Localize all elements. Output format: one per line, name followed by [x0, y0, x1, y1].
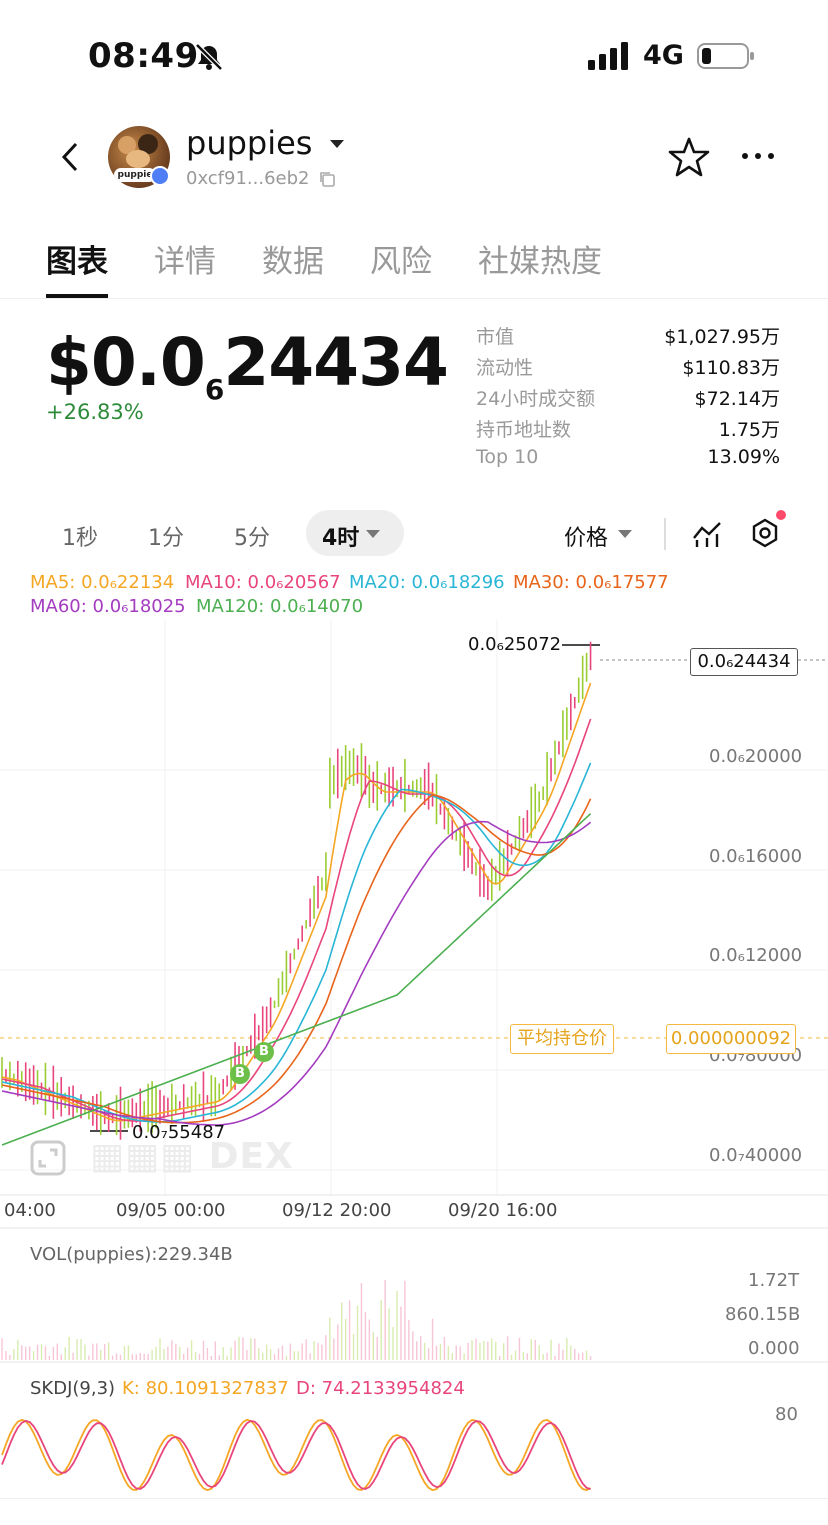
- ma-line: [1, 813, 592, 1146]
- ma60-label: MA60: 0.0₆18025: [30, 596, 186, 617]
- more-icon[interactable]: [740, 150, 776, 162]
- price-mode-dropdown[interactable]: 价格: [564, 526, 609, 551]
- token-name[interactable]: puppies: [186, 124, 313, 162]
- bottom-safe-area: [0, 1498, 828, 1525]
- ma120-label: MA120: 0.0₆14070: [196, 596, 364, 617]
- volume-tick-low: 0.000: [748, 1338, 800, 1359]
- divider: [0, 298, 828, 299]
- stat-label-liquidity: 流动性: [476, 357, 534, 379]
- price-mode-caret-icon[interactable]: [618, 530, 632, 538]
- ma10-label: MA10: 0.0₆20567: [185, 572, 341, 593]
- timeframe-dropdown-icon[interactable]: [366, 530, 380, 538]
- x-tick-2: 09/05 00:00: [116, 1200, 226, 1221]
- y-tick-3: 0.0₆12000: [709, 945, 803, 966]
- kdj-tick: 80: [775, 1404, 798, 1425]
- candles: [1, 641, 592, 1140]
- volume-tick-high: 1.72T: [748, 1270, 800, 1291]
- stat-value-top10: 13.09%: [707, 446, 780, 468]
- volume-tick-mid: 860.15B: [725, 1304, 801, 1325]
- buy-marker[interactable]: B: [230, 1064, 250, 1084]
- stat-value-volume24h: $72.14万: [694, 388, 780, 410]
- stat-value-liquidity: $110.83万: [682, 357, 780, 379]
- token-dropdown-icon[interactable]: [330, 140, 344, 148]
- stat-value-mcap: $1,027.95万: [664, 326, 780, 348]
- y-tick-1: 0.0₆20000: [709, 746, 803, 767]
- battery-icon: [697, 43, 754, 69]
- avatar-label: puppie: [114, 168, 156, 182]
- volume-bars: [1, 1280, 592, 1360]
- tab-details[interactable]: 详情: [154, 244, 216, 280]
- tab-data[interactable]: 数据: [262, 244, 324, 280]
- ma-line: [1, 820, 592, 1126]
- expand-icon[interactable]: [30, 1140, 70, 1176]
- ma5-label: MA5: 0.0₆22134: [30, 572, 175, 593]
- current-price: $0.0624434: [46, 324, 449, 407]
- stat-label-mcap: 市值: [476, 326, 515, 348]
- ma-line: [1, 762, 592, 1123]
- star-icon[interactable]: [668, 136, 710, 178]
- timeframe-4h[interactable]: 4时: [322, 526, 360, 551]
- ma-lines: [1, 682, 592, 1146]
- status-time: 08:49: [88, 36, 199, 76]
- avg-hold-value: 0.000000092: [666, 1024, 796, 1054]
- stat-label-holders: 持币地址数: [476, 419, 572, 441]
- ma30-label: MA30: 0.0₆17577: [513, 572, 669, 593]
- kdj-lines: [1, 1418, 592, 1492]
- okx-dex-watermark: ▦▦▦ DEX: [90, 1136, 294, 1177]
- ma20-label: MA20: 0.0₆18296: [349, 572, 505, 593]
- copy-icon[interactable]: [318, 170, 336, 188]
- y-tick-5: 0.0₇40000: [709, 1145, 803, 1166]
- price-change: +26.83%: [46, 400, 144, 424]
- chart-grid: [0, 620, 828, 1500]
- high-price-label: 0.0₆25072: [468, 634, 562, 655]
- low-price-label: 0.0₇55487: [132, 1122, 226, 1143]
- tab-underline: [46, 294, 108, 298]
- avg-hold-label: 平均持仓价: [510, 1024, 614, 1054]
- tab-social[interactable]: 社媒热度: [478, 244, 602, 280]
- kdj-name: SKDJ(9,3): [30, 1378, 116, 1399]
- kdj-d-line: [1, 1419, 591, 1490]
- timeframe-1m[interactable]: 1分: [148, 526, 184, 551]
- indicator-icon[interactable]: [692, 520, 722, 548]
- y-tick-2: 0.0₆16000: [709, 846, 803, 867]
- x-tick-4: 09/20 16:00: [448, 1200, 558, 1221]
- signal-icon: [588, 42, 628, 70]
- tab-chart[interactable]: 图表: [46, 244, 108, 280]
- notification-dot: [776, 510, 786, 520]
- ma-line: [1, 718, 592, 1122]
- stat-label-top10: Top 10: [476, 446, 539, 468]
- timeframe-5m[interactable]: 5分: [234, 526, 270, 551]
- back-icon[interactable]: [58, 140, 84, 174]
- current-price-tag: 0.0₆24434: [690, 648, 798, 676]
- timeframe-1s[interactable]: 1秒: [62, 526, 98, 551]
- stat-label-volume24h: 24小时成交额: [476, 388, 596, 410]
- buy-marker[interactable]: B: [254, 1042, 274, 1062]
- ethereum-chain-icon: [150, 166, 170, 186]
- settings-icon[interactable]: [750, 518, 780, 548]
- volume-label: VOL(puppies):229.34B: [30, 1244, 233, 1265]
- ma-line: [1, 794, 592, 1124]
- timeframe-4h-pill[interactable]: [306, 510, 404, 556]
- toolbar-separator: [664, 518, 666, 550]
- bell-muted-icon: [195, 43, 223, 71]
- ma-line: [1, 682, 592, 1122]
- kdj-k-value: K: 80.1091327837: [122, 1378, 289, 1399]
- network-label: 4G: [643, 40, 684, 71]
- kdj-d-value: D: 74.2133954824: [296, 1378, 465, 1399]
- x-tick-1: 04:00: [4, 1200, 56, 1221]
- token-address: 0xcf91...6eb2: [186, 168, 310, 189]
- tab-risk[interactable]: 风险: [370, 244, 432, 280]
- stat-value-holders: 1.75万: [718, 419, 780, 441]
- x-tick-3: 09/12 20:00: [282, 1200, 392, 1221]
- price-chart[interactable]: [0, 566, 828, 1500]
